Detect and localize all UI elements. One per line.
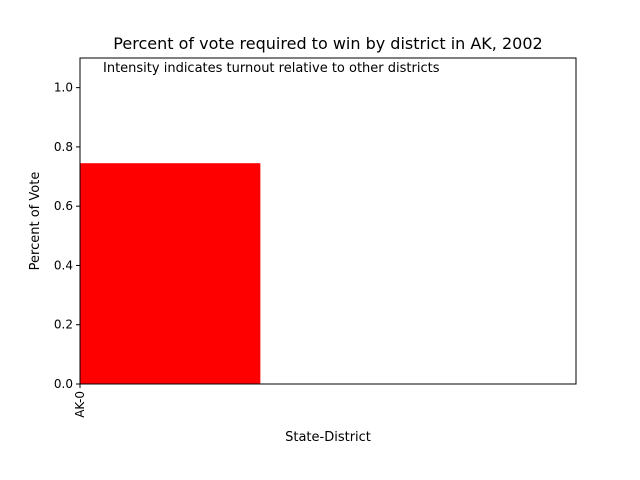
bars-layer [80,163,261,384]
x-axis: AK-0 [73,384,87,418]
chart-title: Percent of vote required to win by distr… [113,34,542,53]
chart-annotation: Intensity indicates turnout relative to … [103,61,440,76]
bar-ak-0 [80,163,261,384]
x-axis-label: State-District [285,430,371,445]
plot-area: 0.0 0.2 0.4 0.6 0.8 1.0 AK-0 [54,57,577,418]
y-axis: 0.0 0.2 0.4 0.6 0.8 1.0 [54,81,80,391]
x-tick-label: AK-0 [73,391,87,418]
y-axis-label: Percent of Vote [28,172,43,271]
plot-frame [79,57,577,385]
y-tick-label: 1.0 [54,81,73,95]
y-tick-label: 0.6 [54,199,73,213]
y-tick-label: 0.2 [54,318,73,332]
y-tick-label: 0.0 [54,377,73,391]
y-tick-label: 0.4 [54,258,73,272]
y-tick-label: 0.8 [54,140,73,154]
